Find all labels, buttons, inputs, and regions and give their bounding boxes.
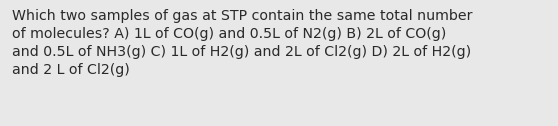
Text: Which two samples of gas at STP contain the same total number
of molecules? A) 1: Which two samples of gas at STP contain … bbox=[12, 9, 473, 77]
